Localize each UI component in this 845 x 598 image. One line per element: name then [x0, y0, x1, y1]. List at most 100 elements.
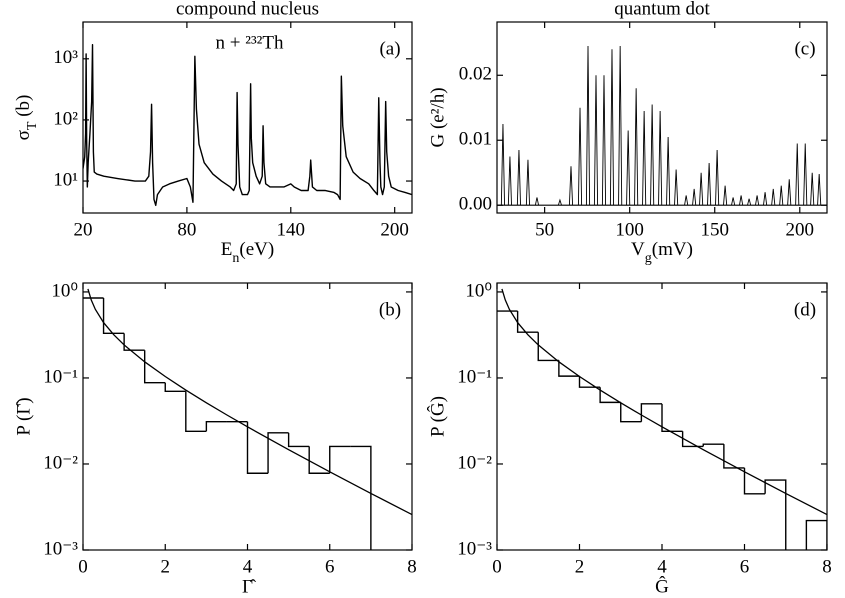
y-axis-label: P (Γ̂) — [13, 397, 34, 435]
histogram-bin — [164, 382, 186, 392]
peak — [779, 185, 784, 206]
peak — [666, 136, 671, 206]
y-tick-label: 10² — [53, 108, 78, 129]
x-tick-label: 200 — [786, 219, 815, 240]
y-tick-label: 10³ — [53, 47, 78, 68]
peak — [731, 197, 736, 206]
distribution-curve — [87, 288, 412, 516]
peak — [525, 159, 531, 206]
histogram-bin — [350, 445, 372, 550]
peak — [626, 130, 631, 206]
histogram-bin — [578, 376, 601, 388]
histogram-bin — [205, 421, 227, 432]
annotation: n + ²³²Th — [216, 32, 284, 53]
distribution-curve — [501, 288, 827, 516]
plot-frame — [496, 282, 828, 551]
histogram-bin — [123, 333, 145, 351]
plot-frame — [82, 282, 413, 551]
x-tick-label: 2 — [575, 556, 585, 577]
peak — [585, 46, 591, 206]
y-tick-label: 10⁻¹ — [43, 366, 78, 387]
histogram-bin — [267, 432, 289, 474]
histogram-bin — [287, 432, 310, 448]
histogram-bin — [661, 403, 683, 432]
x-axis-label: Γ̂ — [242, 576, 256, 597]
histogram-bin — [764, 479, 787, 550]
panel-title: quantum dot — [614, 0, 710, 19]
x-tick-label: 6 — [740, 556, 750, 577]
histogram-bin — [723, 444, 745, 469]
histogram-bin — [537, 332, 559, 362]
y-axis-label: σT (b) — [13, 95, 39, 141]
y-axis-label-part: T — [25, 121, 40, 130]
peak — [650, 104, 655, 206]
x-tick-label: 20 — [74, 219, 93, 240]
peak — [707, 162, 712, 206]
peak — [692, 188, 697, 206]
histogram-bin — [308, 446, 330, 474]
peak — [658, 110, 663, 206]
x-tick-label: 4 — [243, 556, 253, 577]
histogram-bin — [743, 467, 766, 495]
peak — [568, 166, 574, 206]
x-tick-label: 80 — [177, 219, 196, 240]
panel-label: (c) — [794, 38, 815, 59]
plot-frame — [496, 21, 828, 214]
data-line — [83, 44, 412, 207]
plot-area — [83, 288, 412, 550]
peak — [557, 198, 562, 206]
peak — [674, 169, 679, 206]
histogram-bin — [558, 360, 580, 377]
plot-area — [497, 46, 827, 206]
y-tick-label: 10⁻² — [457, 452, 492, 473]
peak — [601, 75, 607, 206]
histogram-bin — [620, 402, 642, 423]
peak — [787, 179, 792, 206]
y-tick-label: 0.01 — [459, 129, 492, 150]
x-axis-label: Ĝ — [655, 575, 669, 597]
peak — [747, 198, 752, 206]
panel-label: (d) — [794, 299, 816, 320]
x-axis-label-part: n — [232, 251, 239, 266]
panel-label: (b) — [379, 299, 401, 320]
peak — [739, 195, 744, 206]
x-tick-label: 2 — [161, 556, 171, 577]
peak — [771, 188, 776, 206]
histogram-bin — [805, 519, 827, 550]
x-tick-label: 6 — [325, 556, 335, 577]
x-tick-label: 8 — [407, 556, 417, 577]
peak — [715, 149, 720, 206]
peak — [634, 88, 639, 206]
y-tick-label: 0.02 — [459, 64, 492, 85]
peak — [755, 195, 760, 206]
peak — [500, 123, 506, 206]
y-tick-label: 10¹ — [53, 169, 78, 190]
x-axis-label: En(eV) — [221, 239, 274, 265]
peak — [609, 49, 615, 206]
peak — [699, 172, 704, 206]
histogram-bin — [102, 298, 125, 335]
peak — [534, 197, 540, 206]
histogram-bin — [143, 350, 166, 384]
x-axis-label-part: E — [221, 239, 233, 260]
x-tick-label: 8 — [822, 556, 832, 577]
y-axis-label: P (Ĝ) — [426, 396, 448, 437]
x-tick-label: 100 — [615, 219, 644, 240]
x-axis-label-part: (mV) — [652, 239, 693, 260]
histogram-bin — [516, 311, 539, 333]
histogram-bin — [599, 387, 621, 404]
peak — [642, 110, 647, 206]
y-tick-label: 10⁰ — [465, 280, 492, 301]
peak — [795, 143, 800, 206]
x-tick-label: 4 — [657, 556, 667, 577]
histogram-bin — [185, 391, 207, 432]
plot-area — [497, 288, 827, 550]
plot-area — [83, 44, 412, 207]
y-tick-label: 10⁰ — [51, 280, 78, 301]
x-tick-label: 150 — [700, 219, 729, 240]
peak — [763, 192, 768, 206]
y-axis-label-part: (b) — [13, 95, 34, 122]
peak — [516, 149, 521, 206]
peak — [593, 75, 599, 206]
